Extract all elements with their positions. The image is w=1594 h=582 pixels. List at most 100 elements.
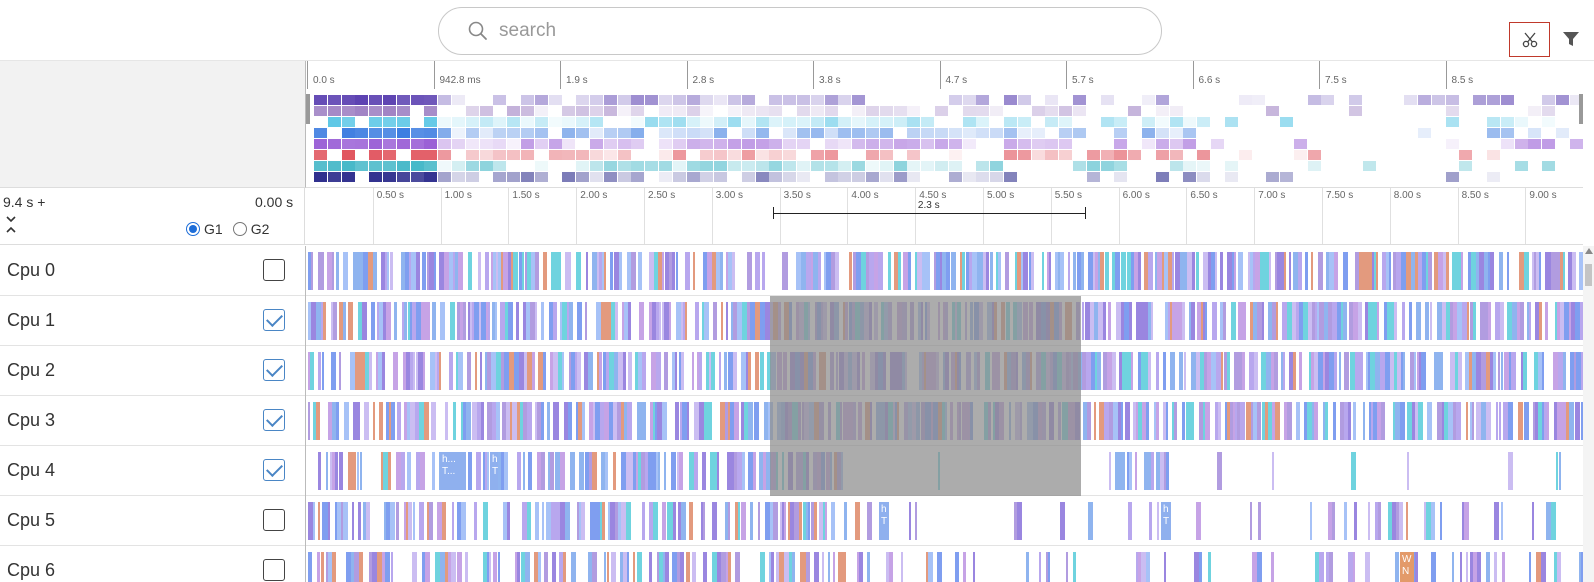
cpu-slice[interactable]: [488, 302, 490, 340]
cpu-slice[interactable]: [613, 452, 616, 490]
cpu-slice[interactable]: [1148, 302, 1151, 340]
cpu-slice[interactable]: [1103, 302, 1106, 340]
cpu-slice[interactable]: [1575, 402, 1580, 440]
cpu-slice[interactable]: [676, 252, 678, 290]
cpu-slice[interactable]: [728, 252, 732, 290]
cpu-slice[interactable]: [1196, 252, 1199, 290]
cpu-slice[interactable]: [553, 352, 558, 390]
cpu-slice[interactable]: [1121, 402, 1123, 440]
cpu-slice[interactable]: [453, 402, 456, 440]
cpu-slice[interactable]: [1539, 252, 1541, 290]
cpu-slice[interactable]: [610, 252, 613, 290]
cpu-slice[interactable]: [1182, 302, 1185, 340]
cpu-slice[interactable]: [988, 402, 991, 440]
cpu-slice[interactable]: [1470, 552, 1473, 582]
cpu-slice[interactable]: [393, 352, 398, 390]
cpu-slice[interactable]: [575, 352, 577, 390]
cpu-slice[interactable]: [1480, 302, 1484, 340]
cpu-slice[interactable]: [308, 402, 310, 440]
cpu-slice[interactable]: [427, 502, 429, 540]
cpu-slice[interactable]: [648, 452, 653, 490]
cpu-slice[interactable]: [742, 302, 747, 340]
cpu-slice[interactable]: [621, 452, 626, 490]
cpu-slice[interactable]: [1310, 502, 1312, 540]
cpu-slice[interactable]: [609, 402, 613, 440]
cpu-slice[interactable]: [1238, 352, 1242, 390]
cpu-slice[interactable]: [527, 252, 531, 290]
cpu-slice[interactable]: [659, 302, 661, 340]
cpu-slice[interactable]: [1311, 252, 1313, 290]
cpu-slice[interactable]: [957, 302, 961, 340]
cpu-slice[interactable]: [695, 302, 699, 340]
cpu-slice[interactable]: [702, 302, 704, 340]
cpu-slice[interactable]: [1017, 252, 1021, 290]
cpu-slice[interactable]: [990, 252, 993, 290]
cpu-slice[interactable]: [344, 402, 349, 440]
cpu-slice[interactable]: [1166, 402, 1168, 440]
cpu-slice[interactable]: [753, 452, 756, 490]
cpu-slice[interactable]: [788, 452, 793, 490]
cpu-slice[interactable]: [432, 302, 436, 340]
cpu-slice[interactable]: [1146, 402, 1149, 440]
cpu-slice[interactable]: [1473, 552, 1477, 582]
cpu-slice[interactable]: [1414, 352, 1416, 390]
cpu-slice[interactable]: [1086, 352, 1091, 390]
cpu-slice[interactable]: [738, 502, 740, 540]
cpu-slice[interactable]: [485, 352, 487, 390]
cpu-slice[interactable]: [714, 452, 717, 490]
cpu-slice[interactable]: [1088, 252, 1093, 290]
cpu-slice[interactable]: [1211, 352, 1216, 390]
cpu-slice[interactable]: [869, 252, 874, 290]
cpu-slice[interactable]: [1144, 452, 1146, 490]
cpu-slice[interactable]: [692, 352, 694, 390]
cpu-slice[interactable]: [1168, 302, 1170, 340]
cpu-slice[interactable]: [429, 502, 433, 540]
cpu-slice[interactable]: [353, 452, 356, 490]
cpu-slice[interactable]: [396, 502, 399, 540]
cpu-slice[interactable]: [1275, 252, 1277, 290]
cpu-slice[interactable]: [1556, 252, 1560, 290]
cpu-slice[interactable]: [676, 302, 681, 340]
cpu-slice[interactable]: [831, 502, 835, 540]
cpu-slice[interactable]: [1536, 552, 1541, 582]
cpu-slice[interactable]: [1112, 252, 1115, 290]
cpu-slice[interactable]: [432, 452, 435, 490]
cpu-slice[interactable]: [1293, 252, 1298, 290]
cpu-slice[interactable]: [1339, 352, 1341, 390]
cpu-slice[interactable]: [1450, 302, 1453, 340]
cpu-slice[interactable]: [620, 552, 623, 582]
cpu-slice[interactable]: [778, 302, 781, 340]
cpu-slice[interactable]: [535, 252, 539, 290]
cpu-slice[interactable]: [1557, 302, 1560, 340]
cpu-slice[interactable]: [1386, 252, 1389, 290]
cpu-slice[interactable]: [1039, 552, 1041, 582]
cpu-slice[interactable]: [308, 502, 313, 540]
cpu-slice[interactable]: [1326, 552, 1329, 582]
cpu-slice[interactable]: [841, 552, 846, 582]
cpu-slice[interactable]: [1090, 302, 1094, 340]
cpu-slice[interactable]: [981, 252, 983, 290]
cpu-slice[interactable]: [762, 252, 765, 290]
cpu-slice[interactable]: [565, 502, 570, 540]
cpu-slice[interactable]: [590, 502, 595, 540]
cpu-slice[interactable]: [430, 352, 435, 390]
cpu-slice[interactable]: [1196, 352, 1200, 390]
cpu-slice[interactable]: [534, 552, 538, 582]
cpu-slice[interactable]: [1268, 302, 1272, 340]
cpu-slice[interactable]: [1477, 552, 1481, 582]
cpu-checkbox[interactable]: [263, 409, 285, 431]
cpu-slice[interactable]: [966, 252, 969, 290]
cpu-slice[interactable]: [726, 552, 728, 582]
cpu-slice[interactable]: [481, 302, 486, 340]
cpu-slice[interactable]: [999, 402, 1004, 440]
cpu-slice[interactable]: [332, 552, 336, 582]
cpu-slice[interactable]: [317, 552, 320, 582]
cpu-slice[interactable]: [662, 502, 666, 540]
cpu-slice[interactable]: [675, 352, 677, 390]
cpu-slice[interactable]: [645, 452, 648, 490]
cpu-slice[interactable]: [1015, 252, 1017, 290]
cpu-slice[interactable]: [1191, 352, 1196, 390]
cpu-slice[interactable]: [1250, 302, 1253, 340]
cpu-slice[interactable]: [326, 452, 328, 490]
cpu-slice[interactable]: [416, 452, 420, 490]
